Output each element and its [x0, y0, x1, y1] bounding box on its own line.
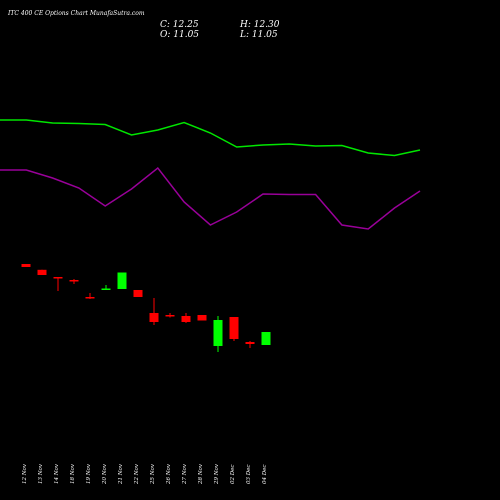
x-tick-label: 29 Nov: [214, 463, 220, 485]
x-tick-label: 25 Nov: [150, 463, 156, 485]
candle-bear: [197, 315, 207, 321]
x-tick-label: 04 Dec: [262, 465, 268, 485]
x-tick-label: 21 Nov: [118, 463, 124, 485]
x-tick-label: 22 Nov: [134, 463, 140, 485]
candle-bear: [37, 269, 47, 275]
x-tick-label: 28 Nov: [198, 463, 204, 485]
x-tick-label: 19 Nov: [86, 463, 92, 484]
x-tick-label: 14 Nov: [54, 463, 60, 484]
candle-bear: [149, 313, 159, 322]
candle-bull: [101, 288, 111, 290]
candle-bull: [261, 332, 271, 345]
chart-title: ITC 400 CE Options Chart MunafaSutra.com: [8, 10, 145, 17]
x-tick-label: 03 Dec: [246, 465, 252, 485]
x-tick-label: 18 Nov: [70, 463, 76, 484]
upper-line-series: [0, 119, 421, 157]
close-value: C: 12.25: [160, 20, 199, 30]
x-tick-label: 20 Nov: [102, 463, 108, 485]
x-tick-label: 13 Nov: [38, 463, 44, 484]
candle-bear: [21, 264, 31, 267]
lower-line-series: [0, 166, 421, 230]
candle-bear: [229, 317, 239, 339]
candle-bull: [213, 320, 223, 346]
x-tick-label: 27 Nov: [182, 463, 188, 485]
x-tick-label: 26 Nov: [166, 463, 172, 485]
candle-bear: [85, 297, 95, 299]
x-tick-label: 12 Nov: [22, 463, 28, 484]
candle-bear: [181, 316, 191, 322]
candle-bear: [133, 290, 143, 297]
candle-bear: [53, 277, 63, 279]
candle-bear: [69, 280, 79, 282]
candle-bear: [165, 315, 175, 317]
candle-bear: [245, 342, 255, 344]
low-value: L: 11.05: [240, 30, 278, 40]
open-value: O: 11.05: [160, 30, 200, 40]
high-value: H: 12.30: [240, 20, 280, 30]
x-tick-label: 02 Dec: [230, 465, 236, 485]
candle-bull: [117, 272, 127, 289]
